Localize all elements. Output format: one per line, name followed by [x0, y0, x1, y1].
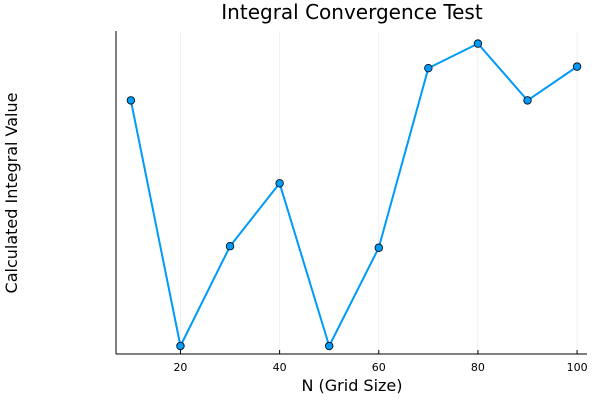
x-tick-label: 80 — [471, 361, 485, 374]
data-point — [523, 96, 532, 105]
data-point — [374, 243, 383, 252]
x-tick-label: 100 — [567, 361, 588, 374]
x-axis-label: N (Grid Size) — [301, 376, 402, 395]
series-line — [129, 42, 578, 347]
data-point — [126, 96, 136, 105]
data-point — [275, 179, 284, 188]
data-point — [473, 39, 483, 48]
x-ticks: 20 40 60 80 100 — [173, 350, 588, 374]
data-point — [572, 62, 582, 71]
series — [126, 39, 582, 351]
data-point — [324, 341, 334, 351]
x-tick-label: 20 — [173, 361, 187, 374]
data-point — [225, 242, 235, 251]
data-point — [424, 63, 433, 73]
x-tick-label: 60 — [372, 361, 386, 374]
chart-title: Integral Convergence Test — [221, 0, 483, 24]
axes — [115, 31, 587, 355]
grid — [180, 31, 578, 354]
data-point — [176, 341, 185, 351]
x-tick-label: 40 — [273, 361, 287, 374]
y-axis-label: Calculated Integral Value — [2, 93, 21, 294]
